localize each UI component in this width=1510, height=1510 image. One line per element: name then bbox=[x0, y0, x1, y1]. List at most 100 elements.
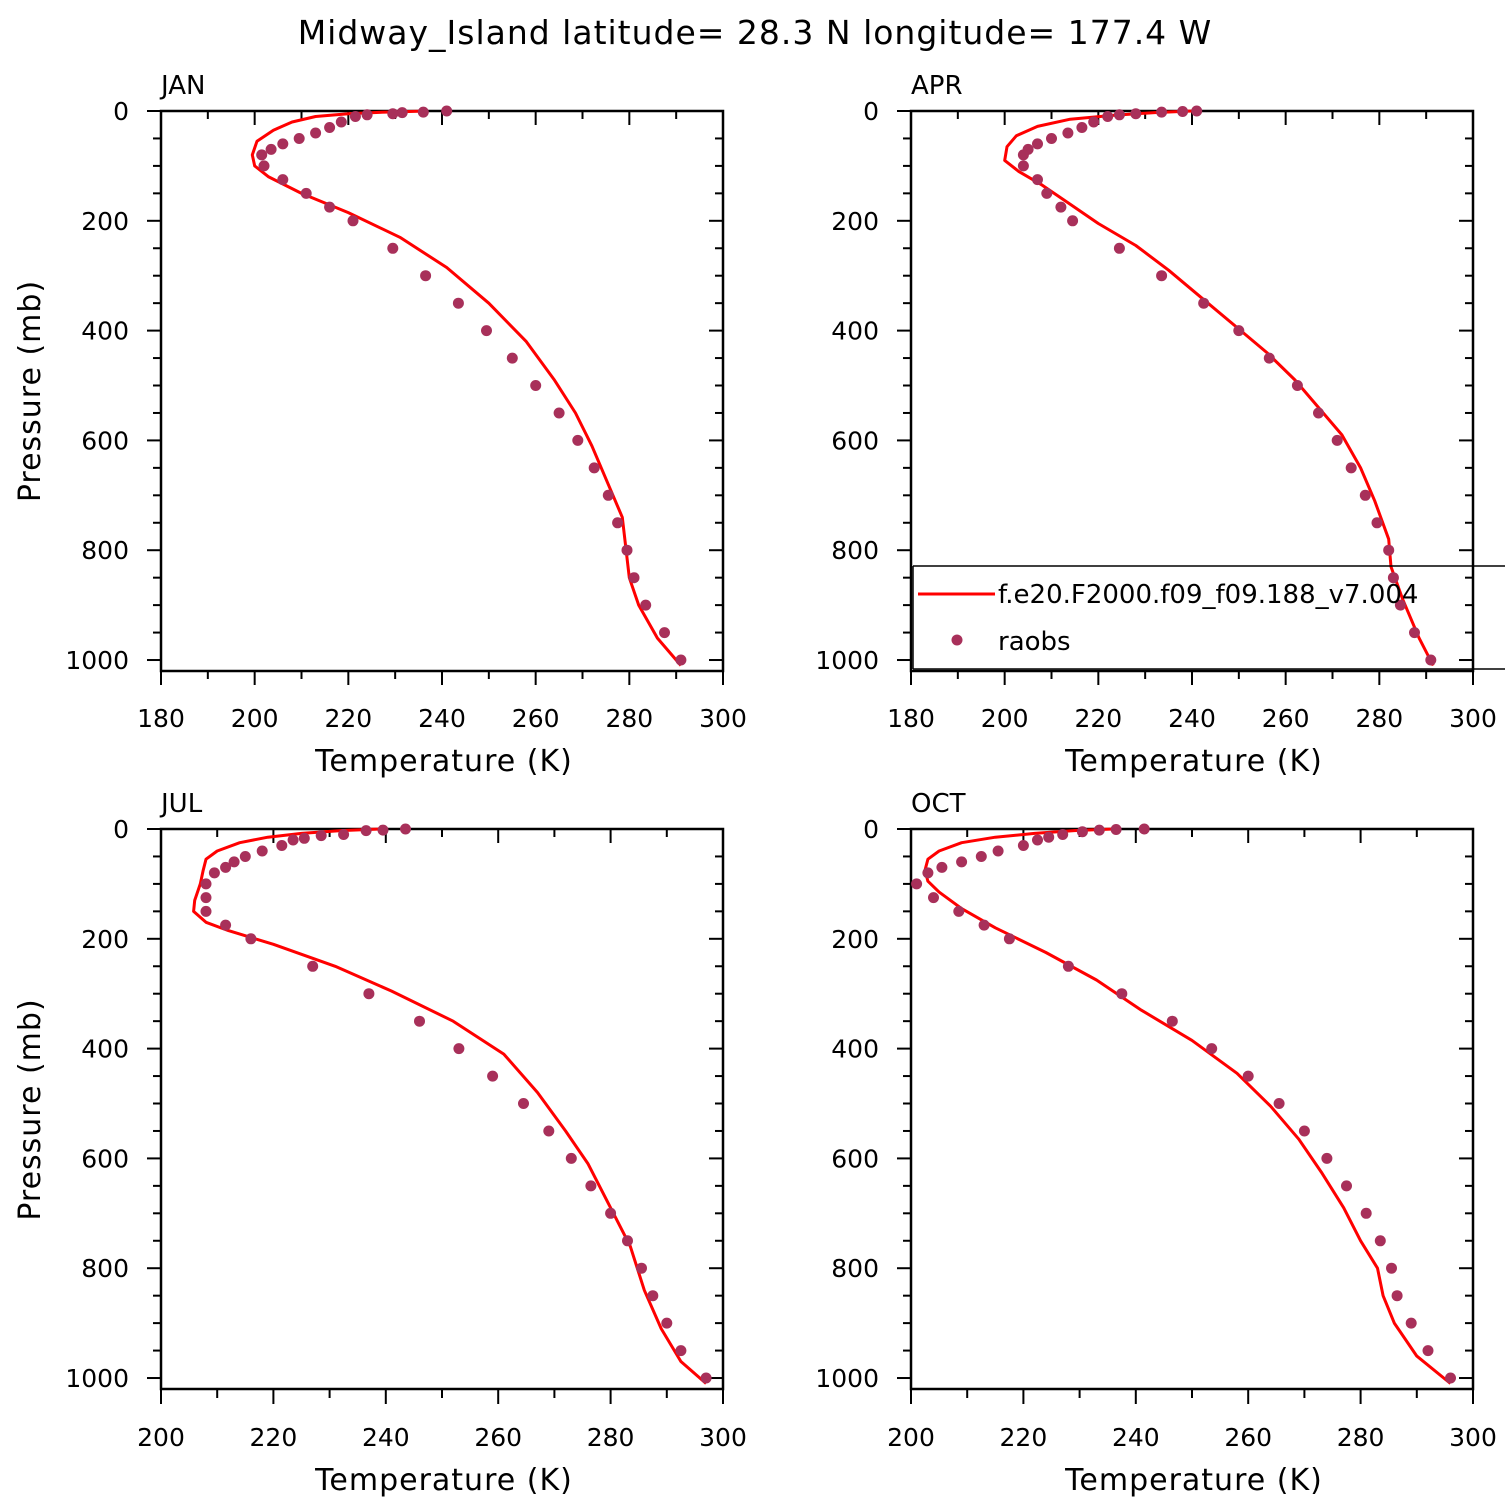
y-tick-label: 1000 bbox=[65, 646, 129, 675]
raobs-point bbox=[572, 434, 584, 446]
raobs-point bbox=[543, 1125, 555, 1137]
raobs-point bbox=[675, 654, 687, 666]
raobs-point bbox=[220, 919, 232, 931]
raobs-point bbox=[1298, 1125, 1310, 1137]
raobs-point bbox=[481, 325, 492, 337]
raobs-point bbox=[360, 825, 372, 837]
raobs-point bbox=[530, 380, 542, 391]
raobs-point bbox=[518, 1098, 529, 1109]
raobs-point bbox=[647, 1290, 659, 1302]
raobs-point bbox=[992, 845, 1004, 857]
raobs-point bbox=[1138, 823, 1150, 835]
raobs-point bbox=[1113, 109, 1125, 121]
raobs-point bbox=[277, 174, 289, 186]
y-tick-label: 200 bbox=[81, 925, 129, 954]
model-profile-line bbox=[192, 827, 708, 1385]
panels: JAN 180 200 220 240 260 280 300 0 200 400 600 800 100… bbox=[13, 71, 1497, 1498]
raobs-point bbox=[1166, 1015, 1178, 1027]
raobs-point bbox=[1017, 840, 1029, 851]
model-profile-line bbox=[250, 109, 683, 667]
x-tick-label: 200 bbox=[137, 1423, 185, 1452]
y-tick-label: 400 bbox=[831, 317, 879, 346]
legend-model-label: f.e20.F2000.f09_f09.188_v7.004 bbox=[998, 580, 1418, 610]
y-tick-label: 400 bbox=[81, 317, 129, 346]
raobs-point bbox=[310, 127, 322, 139]
panel-label: OCT bbox=[911, 789, 966, 819]
plot-frame bbox=[909, 827, 1475, 1391]
x-tick-label: 260 bbox=[1224, 1423, 1272, 1452]
raobs-point bbox=[1062, 960, 1074, 972]
raobs-point bbox=[661, 1317, 673, 1329]
panel-jan: JAN 180 200 220 240 260 280 300 0 200 400 600 800 100… bbox=[13, 71, 747, 779]
raobs-point bbox=[420, 270, 432, 282]
x-tick-label: 220 bbox=[1074, 704, 1122, 733]
raobs-point bbox=[324, 122, 336, 133]
raobs-point bbox=[1341, 1180, 1352, 1192]
y-tick-label: 800 bbox=[81, 1254, 129, 1283]
panel-oct: OCT 200 220 240 260 280 300 0 200 400 600 800 1000 Te… bbox=[815, 789, 1496, 1498]
raobs-point bbox=[400, 823, 411, 835]
raobs-point bbox=[1273, 1098, 1285, 1109]
y-tick-label: 800 bbox=[81, 536, 129, 565]
raobs-point bbox=[307, 960, 319, 972]
panel-label: JUL bbox=[159, 789, 203, 819]
raobs-point bbox=[414, 1015, 425, 1027]
raobs-point bbox=[1110, 824, 1122, 835]
raobs-point bbox=[300, 187, 312, 199]
raobs-point bbox=[228, 856, 240, 868]
raobs-point bbox=[487, 1070, 499, 1082]
raobs-point bbox=[1425, 654, 1437, 666]
raobs-point bbox=[1032, 174, 1043, 186]
raobs-point bbox=[978, 919, 990, 931]
raobs-point bbox=[1093, 824, 1105, 836]
raobs-point bbox=[256, 845, 268, 857]
raobs-point bbox=[256, 149, 268, 161]
raobs-point bbox=[922, 867, 934, 879]
raobs-point bbox=[361, 109, 373, 121]
y-tick-label: 1000 bbox=[815, 1364, 879, 1393]
raobs-point bbox=[1191, 105, 1203, 117]
raobs-point bbox=[911, 878, 923, 890]
y-tick-label: 800 bbox=[831, 536, 879, 565]
raobs-point bbox=[1198, 297, 1210, 309]
raobs-point bbox=[565, 1152, 577, 1164]
raobs-point bbox=[1359, 489, 1371, 501]
y-tick-label: 600 bbox=[81, 1144, 129, 1173]
y-axis-label: Pressure (mb) bbox=[13, 998, 48, 1220]
x-axis-label: Temperature (K) bbox=[1064, 1463, 1323, 1498]
raobs-point bbox=[1156, 106, 1168, 118]
x-tick-label: 220 bbox=[324, 704, 372, 733]
raobs-point bbox=[659, 627, 670, 639]
y-tick-label: 0 bbox=[113, 815, 129, 844]
x-tick-label: 280 bbox=[1355, 704, 1403, 733]
raobs-point bbox=[1422, 1345, 1434, 1357]
raobs-point bbox=[1345, 462, 1357, 474]
raobs-point bbox=[1017, 160, 1029, 172]
y-tick-label: 800 bbox=[831, 1254, 879, 1283]
raobs-point bbox=[605, 1207, 617, 1219]
raobs-point bbox=[1116, 988, 1128, 1000]
raobs-point bbox=[1263, 352, 1275, 364]
raobs-point bbox=[1391, 1290, 1403, 1302]
raobs-point bbox=[1088, 116, 1100, 128]
raobs-point bbox=[349, 111, 361, 122]
raobs-point bbox=[417, 106, 429, 118]
x-tick-label: 200 bbox=[887, 1423, 935, 1452]
raobs-point bbox=[1076, 122, 1088, 133]
x-axis-label: Temperature (K) bbox=[314, 744, 573, 779]
raobs-point bbox=[588, 462, 600, 474]
raobs-point bbox=[347, 215, 359, 227]
raobs-point bbox=[1055, 201, 1067, 213]
raobs-point bbox=[277, 138, 289, 150]
y-axis-label: Pressure (mb) bbox=[13, 280, 48, 502]
y-tick-label: 0 bbox=[863, 815, 879, 844]
plot-frame bbox=[159, 827, 725, 1391]
raobs-point bbox=[553, 407, 565, 419]
raobs-point bbox=[1331, 434, 1343, 446]
y-tick-label: 1000 bbox=[65, 1364, 129, 1393]
raobs-point bbox=[1206, 1043, 1218, 1055]
model-profile-line bbox=[1003, 109, 1435, 667]
raobs-point bbox=[1394, 599, 1406, 611]
raobs-point bbox=[1371, 517, 1383, 529]
